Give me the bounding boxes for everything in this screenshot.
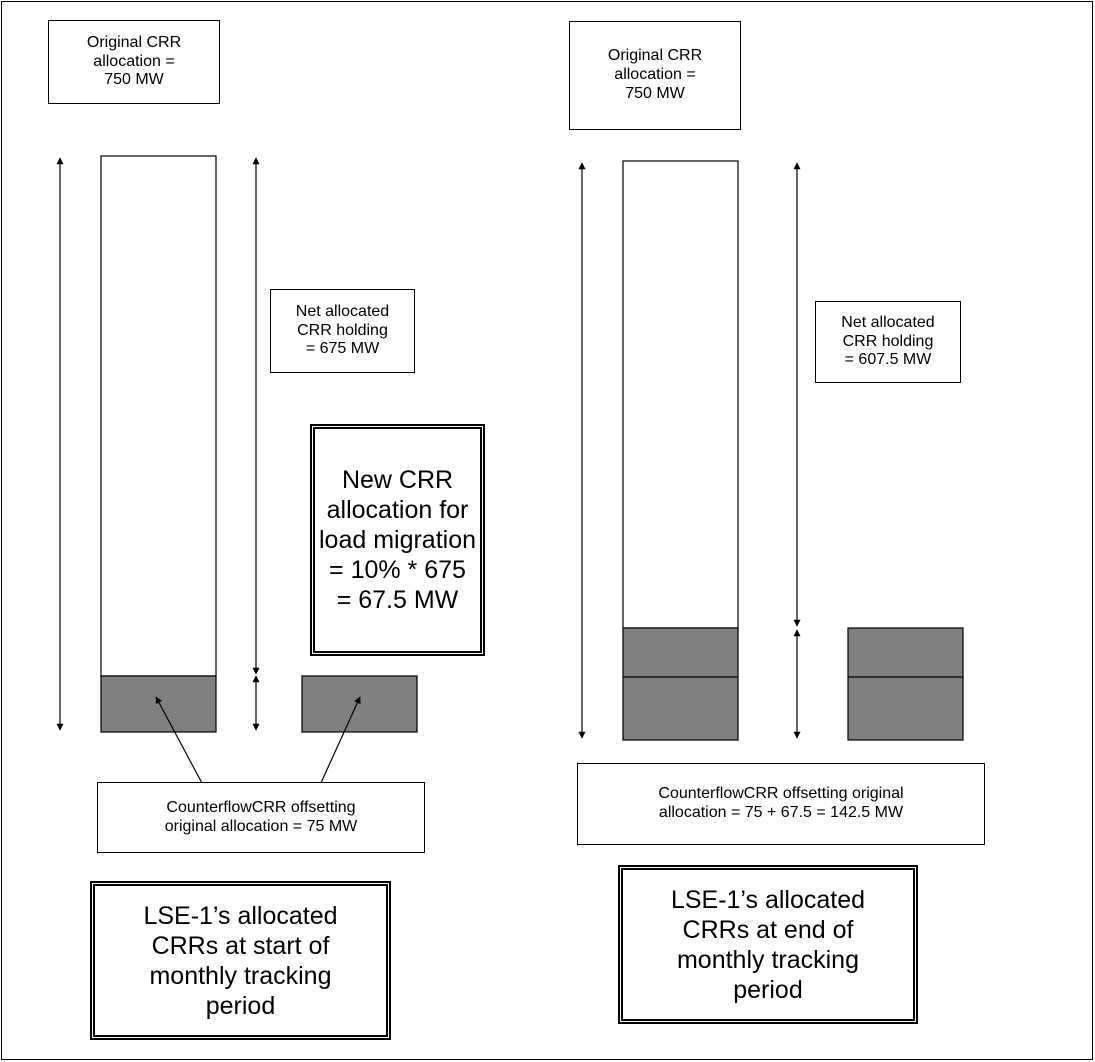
left-net-holding-label: Net allocated CRR holding = 675 MW: [270, 289, 415, 373]
right-allocation-bar: [622, 160, 739, 629]
new-allocation-label: New CRR allocation for load migration = …: [310, 424, 485, 656]
right-panel-title: LSE-1’s allocated CRRs at end of monthly…: [618, 865, 918, 1024]
right-net-holding-label: Net allocated CRR holding = 607.5 MW: [815, 301, 961, 383]
pointer-arrow-to-left-block: [155, 696, 204, 786]
left-counterflow-block: [100, 675, 217, 733]
right-separate-counterflow-block: [847, 627, 964, 741]
left-counterflow-label: CounterflowCRR offsetting original alloc…: [97, 782, 425, 853]
left-panel-title: LSE-1’s allocated CRRs at start of month…: [90, 881, 391, 1040]
left-new-counterflow-block: [301, 675, 418, 733]
right-counterflow-block: [622, 627, 739, 741]
pointer-arrow-to-new-block: [319, 696, 361, 786]
left-allocation-bar: [100, 155, 217, 677]
left-original-allocation-label: Original CRR allocation = 750 MW: [48, 20, 220, 104]
right-original-allocation-label: Original CRR allocation = 750 MW: [569, 21, 741, 130]
right-counterflow-label: CounterflowCRR offsetting original alloc…: [577, 763, 985, 845]
